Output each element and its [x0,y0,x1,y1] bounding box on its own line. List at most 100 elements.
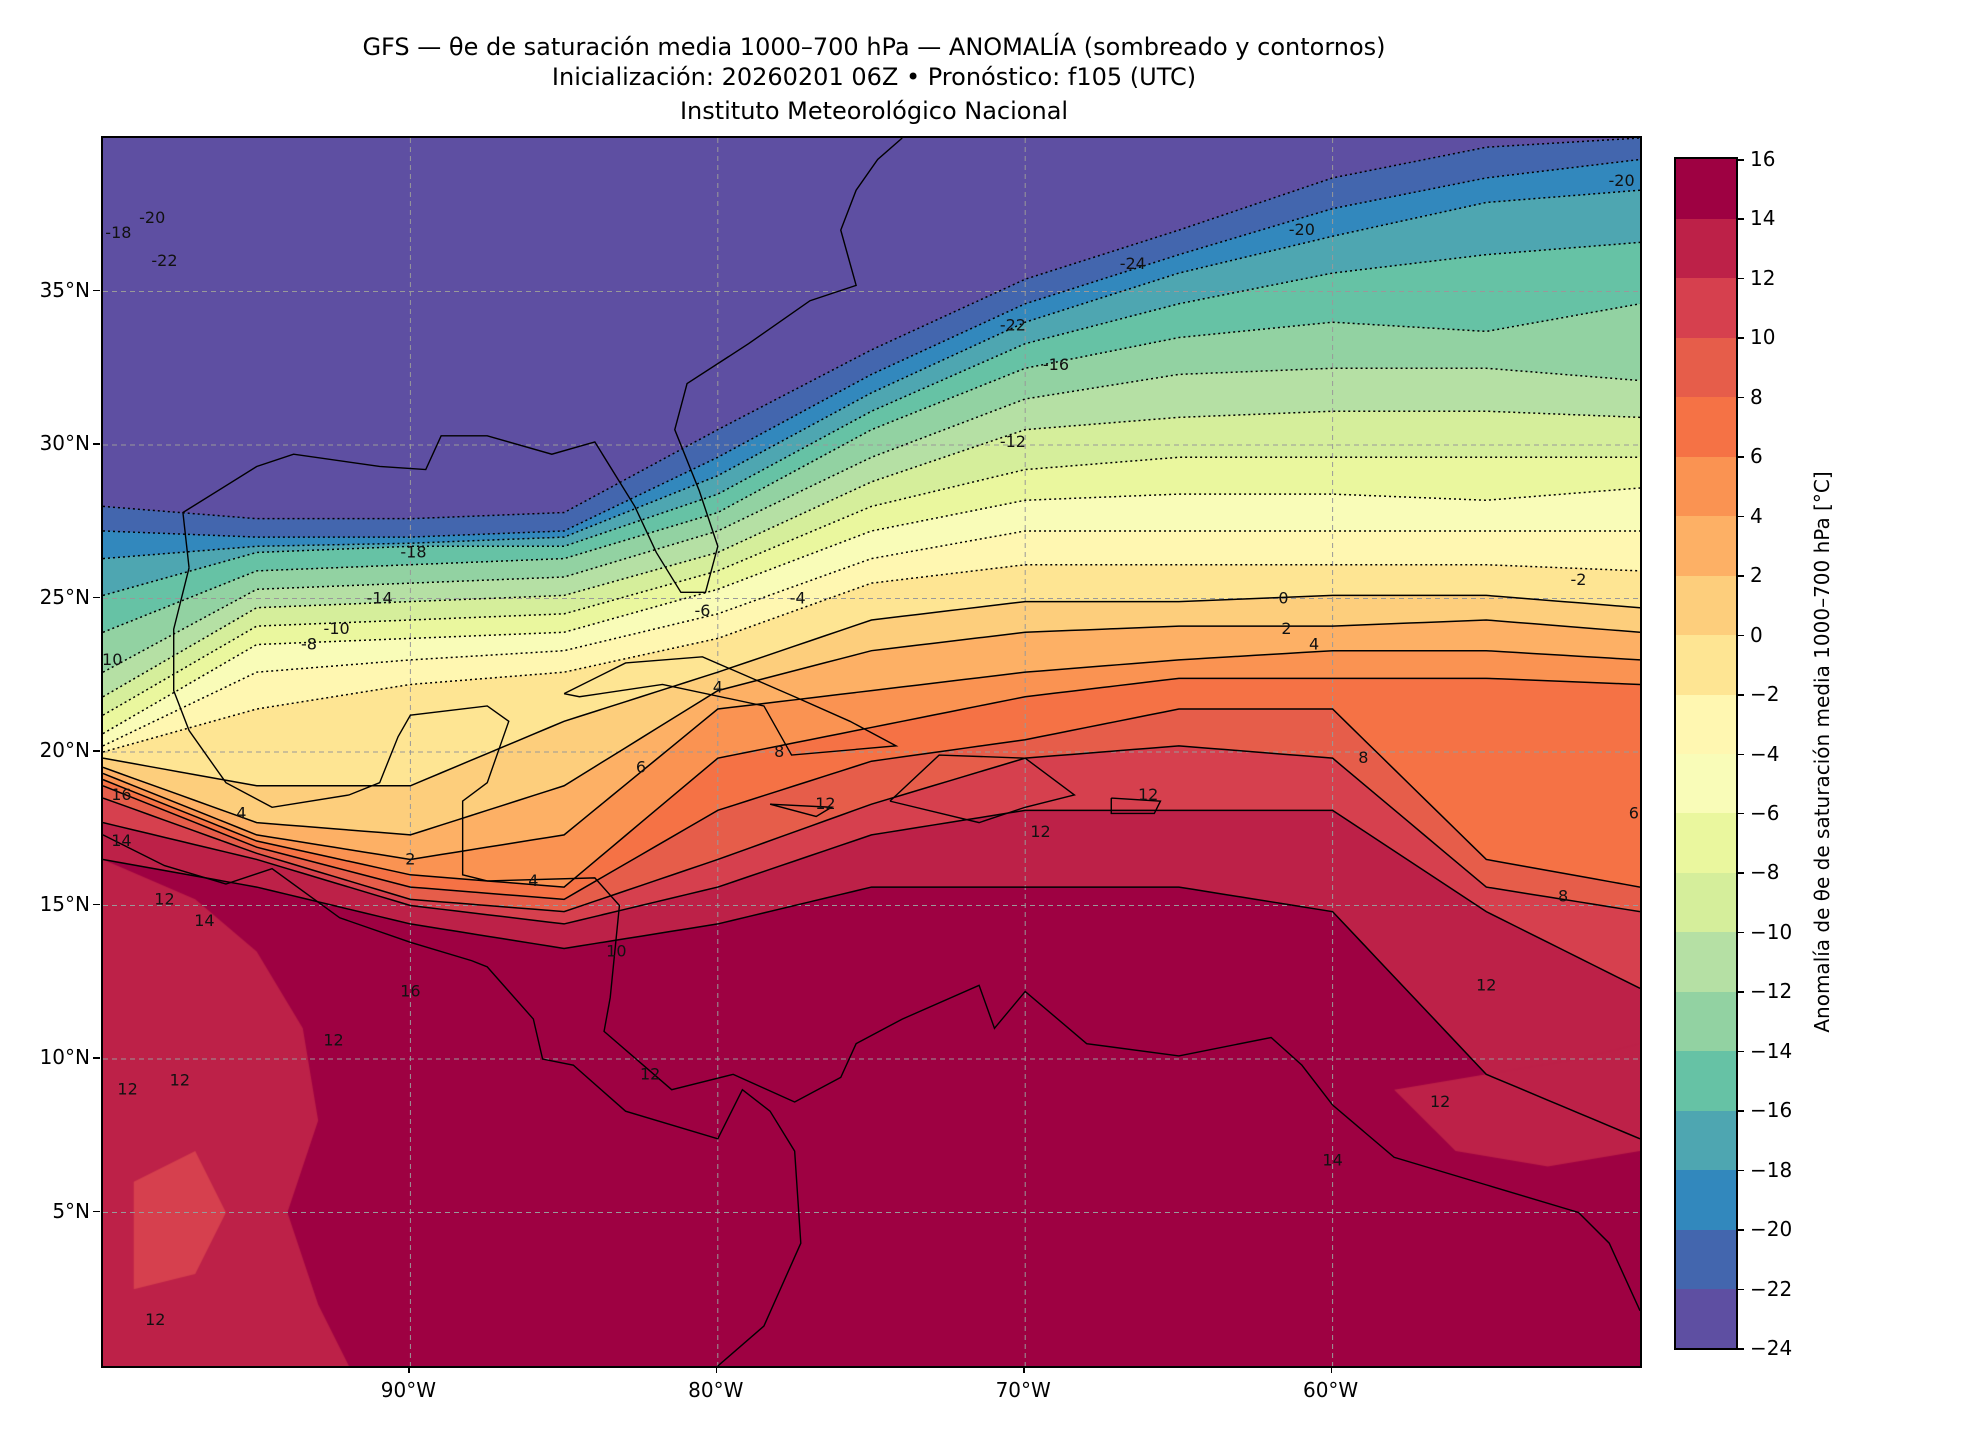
contour-label: 14 [194,911,214,930]
colorbar-segment [1676,812,1736,873]
x-tick-label: 80°W [688,1378,744,1402]
colorbar-tick-mark [1736,1169,1744,1172]
contour-line-12 [103,809,1640,990]
contour-label: 12 [145,1310,165,1329]
map-overlay: -24-20-20-22-16-12-18-14-10-8-6-4-202446… [103,138,1640,1366]
colorbar-tick-mark [1736,396,1744,399]
colorbar-segment [1676,337,1736,398]
contour-line-6 [103,677,1640,888]
colorbar [1674,157,1738,1350]
contour-line-neg20 [103,158,1640,538]
y-tick-label: 5°N [52,1198,90,1223]
contour-label: 12 [640,1064,660,1083]
contour-label: 2 [1281,619,1291,638]
contour-line-neg4 [103,530,1640,747]
contour-label: 8 [1558,886,1568,905]
contour-label: 6 [1629,803,1639,822]
y-tick-label: 30°N [39,431,90,455]
coastline [173,567,1640,1312]
colorbar-tick-label: 2 [1750,563,1763,588]
contour-label: -24 [1120,254,1146,273]
colorbar-tick-mark [1736,753,1744,755]
colorbar-segment [1676,634,1736,695]
colorbar-tick-mark [1736,931,1744,934]
contour-line-neg8 [103,456,1640,716]
y-tick-label: 15°N [39,891,90,916]
colorbar-tick-label: −4 [1750,741,1780,766]
x-tick-mark [715,1366,718,1373]
coastline [769,803,834,818]
colorbar-segment [1676,753,1736,814]
contour-label: 12 [815,794,835,813]
contour-line-neg22 [103,138,1640,520]
contour-label: 10 [103,650,122,669]
x-tick-mark [1330,1366,1333,1373]
contour-label: -18 [105,223,131,242]
contour-label: -20 [1289,220,1315,239]
colorbar-segment [1676,931,1736,992]
colorbar-tick-mark [1736,872,1744,874]
coastline [1110,797,1162,815]
colorbar-segment [1676,694,1736,754]
colorbar-tick-mark [1736,1110,1744,1112]
colorbar-tick-mark [1736,812,1744,815]
colorbar-tick-mark [1736,1050,1744,1053]
colorbar-tick-mark [1736,218,1744,220]
contour-line-0 [103,594,1640,787]
contour-label: -10 [324,619,350,638]
contour-line-neg6 [103,487,1640,735]
colorbar-tick-label: −12 [1750,979,1793,1004]
contour-label: -8 [301,635,317,654]
contour-line-neg2 [103,563,1640,753]
colorbar-segment [1676,218,1736,279]
colorbar-tick-mark [1736,337,1744,339]
colorbar-label: Anomalía de θe de saturación media 1000–… [1810,471,1834,1033]
contour-label: 16 [111,785,131,804]
contour-label: -20 [139,208,165,227]
contour-label: 0 [1278,589,1288,608]
colorbar-tick-label: −24 [1750,1336,1793,1360]
colorbar-tick-label: 14 [1750,206,1776,231]
map-plot-area: -24 -20 -20 -22 -16 -12 -18 -14 -10 -8 -6 -4 -2 0 2 4 4 6… [101,136,1642,1368]
contour-label: 4 [713,678,723,697]
colorbar-tick-mark [1736,634,1744,637]
colorbar-tick-mark [1736,1288,1744,1291]
colorbar-tick-label: −18 [1750,1157,1793,1182]
contour-label: -6 [694,601,710,620]
colorbar-segment [1676,1169,1736,1230]
y-tick-mark [93,596,100,598]
colorbar-tick-label: −6 [1750,800,1780,825]
x-tick-mark [1023,1366,1025,1373]
contour-label: -22 [151,251,177,270]
contour-label: 14 [111,831,131,850]
contour-line-10 [103,745,1640,913]
colorbar-tick-label: −2 [1750,682,1780,707]
contour-label: -22 [1000,315,1026,334]
contour-line-neg16 [103,241,1640,597]
colorbar-tick-mark [1736,575,1744,577]
colorbar-tick-label: 4 [1750,503,1763,528]
colorbar-tick-mark [1736,1348,1744,1350]
colorbar-tick-mark [1736,277,1744,280]
x-tick-label: 90°W [380,1378,437,1402]
contour-label: 10 [606,942,626,961]
coastline [182,138,903,594]
colorbar-tick-label: 10 [1750,325,1776,350]
contour-label: 14 [1322,1150,1342,1169]
colorbar-tick-mark [1736,159,1744,161]
colorbar-segment [1676,872,1736,933]
colorbar-tick-label: 16 [1750,147,1776,171]
colorbar-tick-label: 12 [1750,265,1776,290]
colorbar-tick-label: −20 [1750,1217,1793,1242]
contour-label: 12 [154,889,174,908]
y-tick-mark [93,443,100,445]
contour-label: -14 [367,589,393,608]
contour-line-14 [103,858,1640,1140]
contour-label: -12 [1000,432,1026,451]
colorbar-segment [1676,1229,1736,1290]
contour-label: -16 [1043,355,1069,374]
contour-label: 4 [236,803,246,822]
colorbar-tick-mark [1736,1229,1744,1231]
colorbar-segment [1676,1050,1736,1111]
colorbar-tick-label: 0 [1750,622,1763,647]
